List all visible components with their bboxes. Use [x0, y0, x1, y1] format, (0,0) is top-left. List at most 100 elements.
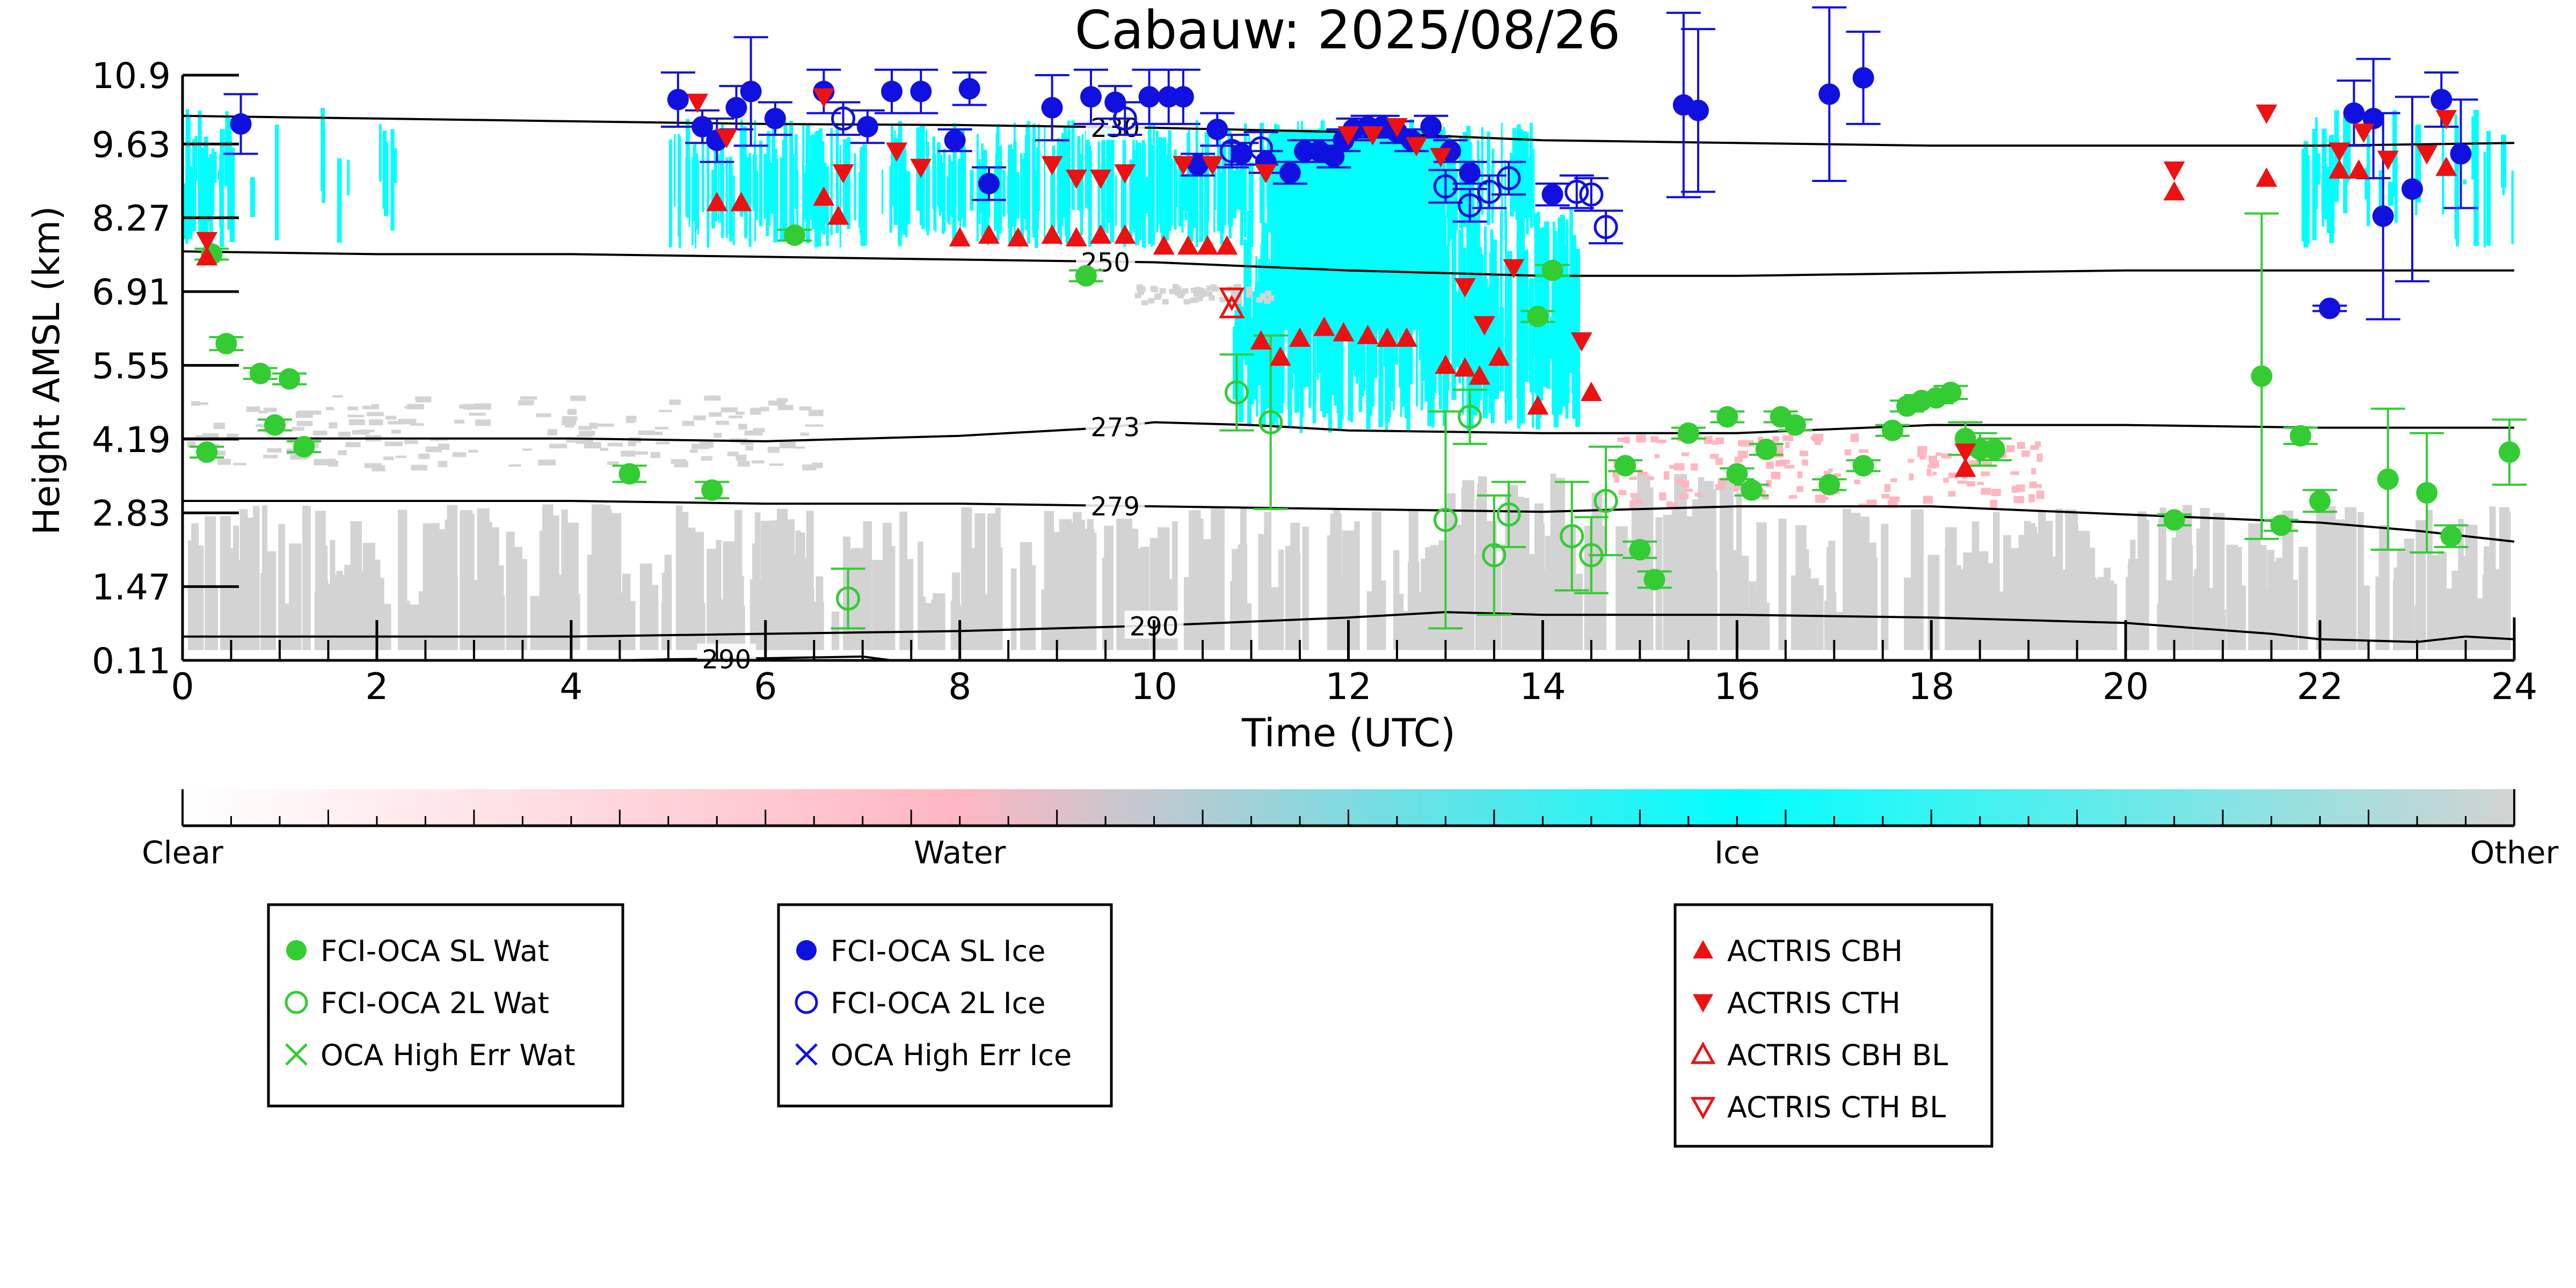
ice-class-region: [2463, 179, 2466, 185]
ice-class-region: [1466, 229, 1471, 405]
ice-class-region: [1536, 236, 1540, 367]
ice-class-region: [1510, 152, 1514, 217]
other-class-region: [365, 406, 376, 410]
ice-class-region: [1195, 120, 1198, 248]
data-point: [813, 186, 835, 206]
other-class-region: [576, 439, 594, 444]
data-point: [1564, 179, 1589, 204]
other-class-region: [701, 456, 712, 461]
other-class-region: [1134, 293, 1141, 299]
data-point: [1396, 327, 1418, 347]
other-class-region: [566, 438, 576, 443]
contour-line: [183, 421, 2514, 442]
y-tick-label: 9.63: [92, 124, 171, 165]
data-point: [2319, 297, 2341, 319]
ice-class-region: [1523, 131, 1526, 218]
other-class-region: [1627, 548, 1634, 650]
other-class-region: [1881, 523, 1889, 650]
other-class-region: [600, 448, 608, 452]
other-class-region: [1260, 293, 1267, 299]
legend-label: FCI-OCA SL Wat: [321, 934, 549, 968]
water-class-region: [2010, 471, 2020, 475]
ice-class-region: [2378, 170, 2382, 223]
x-tick-label: 2: [365, 666, 388, 708]
series-fci-oca-2l-wat: [831, 334, 1624, 630]
ice-class-region: [763, 154, 767, 219]
other-class-region: [638, 430, 656, 435]
other-class-region: [735, 411, 745, 415]
water-class-region: [2030, 445, 2040, 450]
legend-marker: [286, 940, 307, 960]
data-point: [1177, 235, 1199, 255]
other-class-region: [558, 605, 571, 650]
other-class-region: [1232, 549, 1241, 650]
data-point: [1357, 324, 1379, 344]
data-point: [764, 107, 786, 129]
other-class-region: [736, 454, 747, 461]
data-point: [1541, 184, 1563, 206]
data-point: [1435, 354, 1457, 374]
ice-class-region: [1165, 155, 1169, 241]
ice-class-region: [1002, 170, 1006, 217]
other-class-region: [409, 604, 420, 650]
water-class-region: [2028, 494, 2035, 503]
other-class-region: [295, 412, 313, 418]
other-class-region: [2458, 519, 2464, 650]
ice-class-region: [903, 145, 906, 212]
other-class-region: [2182, 579, 2189, 650]
water-class-region: [1909, 473, 1914, 481]
data-point: [1488, 346, 1510, 366]
ice-class-region: [863, 144, 867, 246]
ice-class-region: [1489, 316, 1493, 400]
ice-class-region: [714, 148, 717, 222]
ice-class-region: [1451, 216, 1457, 400]
data-point: [1818, 83, 1840, 105]
other-class-region: [348, 419, 366, 425]
ice-class-region: [379, 124, 382, 182]
water-class-region: [1935, 452, 1942, 456]
ice-class-region: [1141, 137, 1145, 248]
ice-class-region: [2441, 110, 2444, 214]
ice-class-region: [2336, 139, 2340, 184]
legend-frame: [777, 903, 1113, 1108]
ice-class-region: [789, 120, 794, 225]
ice-class-region: [752, 154, 757, 211]
ice-class-region: [1348, 303, 1352, 421]
water-class-region: [1932, 471, 1937, 476]
other-class-region: [1824, 600, 1831, 650]
data-point: [1219, 287, 1245, 311]
other-class-region: [693, 415, 706, 420]
other-class-region: [740, 442, 754, 445]
other-class-region: [2062, 570, 2071, 650]
other-class-region: [518, 400, 534, 405]
other-class-region: [326, 407, 334, 411]
data-point: [2251, 365, 2273, 387]
water-class-region: [1682, 452, 1689, 456]
ice-class-region: [2502, 147, 2505, 195]
legend-label: FCI-OCA 2L Wat: [321, 986, 549, 1020]
data-point: [1114, 164, 1136, 184]
data-point: [1249, 136, 1274, 161]
other-class-region: [1945, 553, 1957, 650]
ice-class-region: [322, 129, 325, 203]
other-class-region: [347, 414, 365, 418]
data-point: [978, 173, 1000, 195]
water-class-region: [1635, 498, 1643, 505]
ice-class-region: [1232, 170, 1236, 219]
ice-class-region: [1520, 300, 1523, 419]
water-class-region: [1981, 487, 1991, 495]
water-class-region: [1715, 437, 1724, 445]
water-class-region: [1828, 468, 1833, 472]
other-class-region: [410, 423, 424, 426]
ice-class-region: [858, 172, 862, 228]
water-class-region: [1690, 463, 1698, 471]
ice-class-region: [1228, 131, 1232, 239]
other-class-region: [1340, 576, 1349, 650]
ice-class-region: [979, 159, 981, 224]
data-point: [740, 81, 762, 103]
other-class-region: [2213, 513, 2225, 650]
water-class-region: [1981, 471, 1990, 476]
other-class-region: [536, 413, 551, 417]
ice-class-region: [1071, 120, 1075, 210]
series-actris-cbh: [196, 156, 2457, 477]
